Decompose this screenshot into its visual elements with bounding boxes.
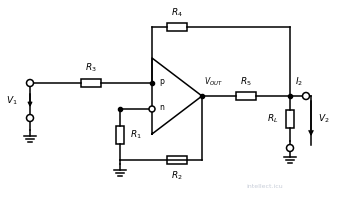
Text: $R_4$: $R_4$ [171, 6, 183, 19]
Text: n: n [159, 103, 164, 113]
Text: $R_1$: $R_1$ [130, 128, 142, 141]
Circle shape [149, 106, 155, 112]
Text: $R_L$: $R_L$ [266, 112, 278, 125]
Text: $R_2$: $R_2$ [171, 170, 183, 182]
Circle shape [287, 144, 293, 152]
Circle shape [302, 93, 310, 100]
Text: $V_{OUT}$: $V_{OUT}$ [204, 76, 223, 88]
Bar [236, 92, 256, 100]
Text: $R_3$: $R_3$ [85, 61, 97, 74]
Text: $V_2$: $V_2$ [318, 112, 329, 125]
Bar [167, 23, 187, 31]
Text: intellect.icu: intellect.icu [247, 184, 283, 189]
Bar [116, 125, 124, 143]
Bar [81, 79, 101, 87]
Circle shape [27, 80, 33, 86]
Bar [167, 156, 187, 164]
Circle shape [27, 115, 33, 121]
Text: $I_2$: $I_2$ [295, 76, 303, 88]
Bar [286, 109, 294, 127]
Text: $R_5$: $R_5$ [240, 76, 252, 88]
Text: p: p [159, 78, 164, 86]
Text: $V_1$: $V_1$ [6, 94, 18, 107]
